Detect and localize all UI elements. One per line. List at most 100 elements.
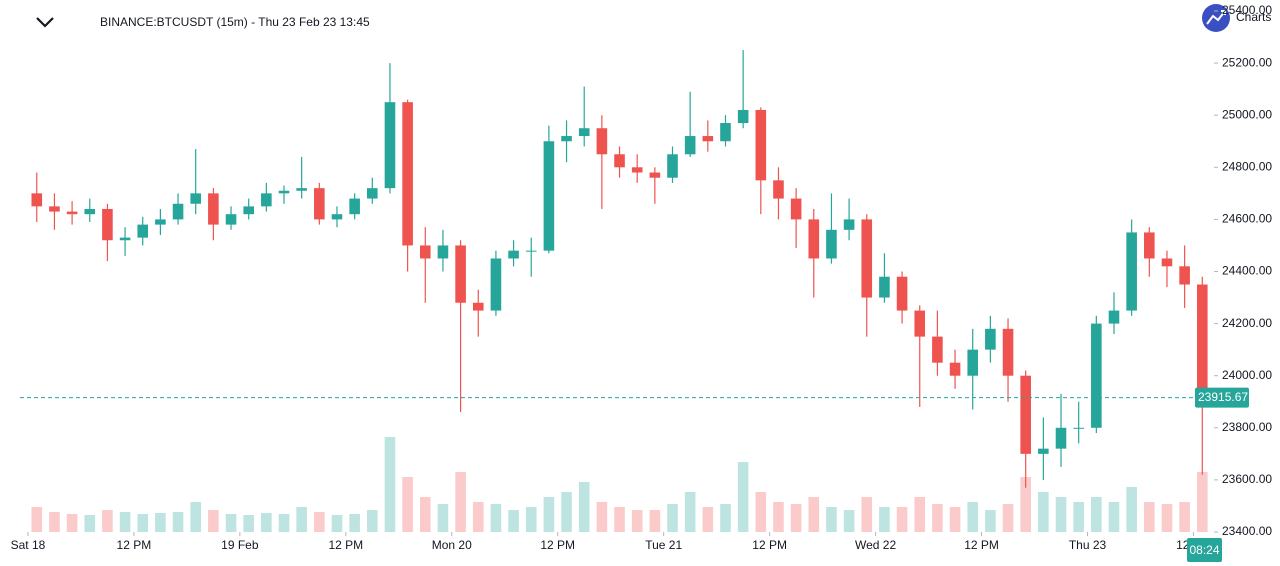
volume-bar <box>896 507 908 532</box>
candle-body <box>720 123 731 142</box>
countdown-box <box>1187 538 1222 562</box>
volume-bar <box>155 513 166 532</box>
candle-body <box>949 362 961 376</box>
volume-bar <box>402 477 413 532</box>
candle-body <box>1108 310 1120 324</box>
volume-bar <box>631 510 643 532</box>
volume-bar <box>314 512 325 532</box>
chart-title: BINANCE:BTCUSDT (15m) - Thu 23 Feb 23 13… <box>100 15 370 29</box>
candle-body <box>649 172 661 178</box>
volume-bar <box>790 504 802 532</box>
volume-bar <box>102 510 113 532</box>
x-tick-label: 12 PM <box>964 538 999 552</box>
volume-bar <box>367 510 378 532</box>
volume-bar <box>508 510 519 532</box>
volume-bar <box>243 515 254 532</box>
candle-body <box>490 258 502 311</box>
candle-body <box>243 206 254 215</box>
volume-bar <box>932 504 943 532</box>
volume-bar <box>543 497 555 532</box>
y-tick-label: 25000.00 <box>1222 107 1272 121</box>
candle-body <box>102 208 113 241</box>
volume-bar <box>137 514 149 532</box>
volume-bar <box>1002 504 1014 532</box>
volume-bar <box>49 512 60 532</box>
volume-bar <box>190 502 202 532</box>
candle-body <box>1038 448 1049 454</box>
candle-body <box>384 102 396 189</box>
candle-body <box>1179 266 1190 285</box>
volume-bar <box>1196 472 1208 532</box>
volume-bar <box>119 512 131 532</box>
candle-body <box>702 136 714 142</box>
volume-bar <box>278 514 290 532</box>
candle-body <box>932 336 943 363</box>
volume-bar <box>455 472 466 532</box>
y-tick-label: 24800.00 <box>1222 159 1272 173</box>
y-tick-label: 24000.00 <box>1222 368 1272 382</box>
volume-bar <box>649 510 661 532</box>
candle-body <box>455 245 466 303</box>
candle-body <box>172 203 184 220</box>
candle-body <box>349 198 360 215</box>
candle-body <box>967 349 979 376</box>
y-tick-label: 23400.00 <box>1222 524 1272 538</box>
candle-body <box>1161 258 1173 267</box>
x-tick-label: 12 PM <box>117 538 152 552</box>
candle-body <box>773 180 784 199</box>
volume-bar <box>578 482 590 532</box>
candle-body <box>631 167 643 173</box>
y-tick-label: 25200.00 <box>1222 55 1272 69</box>
volume-bar <box>1179 502 1190 532</box>
volume-bar <box>702 507 714 532</box>
volume-bar <box>596 502 608 532</box>
candle-body <box>137 224 149 238</box>
volume-bar <box>914 497 926 532</box>
x-tick-label: Tue 21 <box>645 538 682 552</box>
volume-bar <box>490 504 502 532</box>
y-tick-label: 23600.00 <box>1222 472 1272 486</box>
candle-body <box>208 193 219 225</box>
x-tick-label: 12 PM <box>540 538 575 552</box>
volume-bar <box>1038 492 1049 532</box>
candle-body <box>561 136 572 142</box>
candle-body <box>1196 284 1208 398</box>
volume-bar <box>1091 497 1102 532</box>
candle-body <box>1073 427 1084 429</box>
candle-body <box>790 198 802 220</box>
volume-bar <box>1144 502 1155 532</box>
candle-body <box>985 328 996 350</box>
candle-body <box>419 245 431 259</box>
candle-body <box>437 245 449 259</box>
volume-bar <box>1073 502 1084 532</box>
x-tick-label: 19 Feb <box>221 538 259 552</box>
volume-bar <box>879 507 890 532</box>
volume-bar <box>1055 497 1067 532</box>
collapse-icon[interactable] <box>36 17 54 28</box>
candle-body <box>225 214 237 225</box>
y-tick-label: 24200.00 <box>1222 316 1272 330</box>
x-tick-label: 12 PM <box>752 538 787 552</box>
candle-body <box>367 188 378 199</box>
x-tick-label: Mon 20 <box>432 538 472 552</box>
volume-bar <box>172 512 184 532</box>
volume-bar <box>684 492 696 532</box>
volume-bar <box>773 502 784 532</box>
volume-bar <box>66 514 78 532</box>
last-price-box <box>1195 387 1249 408</box>
volume-bar <box>349 514 360 532</box>
volume-bar <box>949 507 961 532</box>
candle-body <box>119 237 131 241</box>
candle-body <box>737 109 749 124</box>
candle-body <box>755 109 767 181</box>
volume-bar <box>861 497 873 532</box>
volume-bar <box>296 507 307 532</box>
candle-body <box>49 206 60 212</box>
volume-bar <box>808 497 820 532</box>
volume-bar <box>384 437 396 532</box>
y-tick-label: 24400.00 <box>1222 264 1272 278</box>
volume-bar <box>1108 502 1120 532</box>
logo-text: Charts <box>1236 10 1271 24</box>
candle-body <box>861 219 873 298</box>
